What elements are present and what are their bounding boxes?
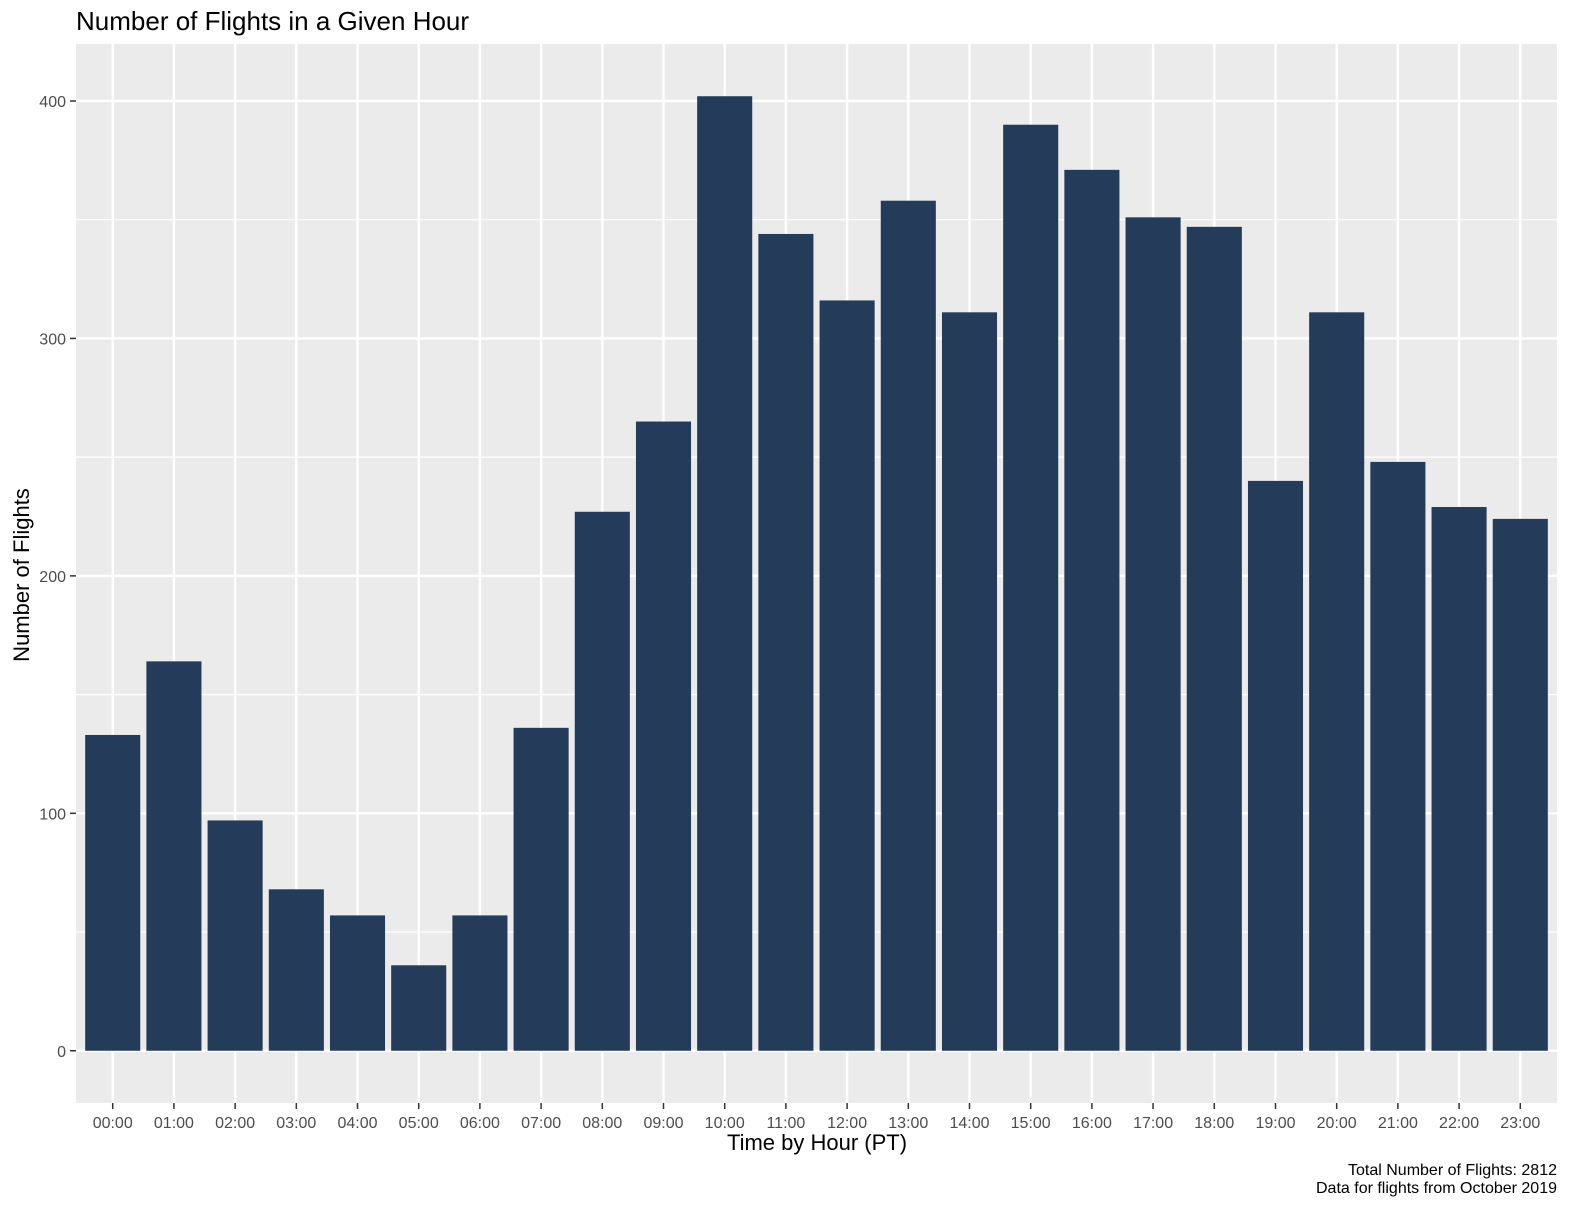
- x-axis-title: Time by Hour (PT): [726, 1130, 908, 1155]
- bar-2200: [1431, 507, 1487, 1051]
- x-tick-label: 11:00: [766, 1115, 805, 1132]
- x-tick-label: 01:00: [154, 1115, 194, 1132]
- x-tick-label: 21:00: [1378, 1115, 1418, 1132]
- y-axis-title: Number of Flights: [9, 488, 34, 662]
- caption-total-flights: Total Number of Flights: 2812: [1348, 1162, 1557, 1179]
- bar-1700: [1125, 217, 1181, 1051]
- x-tick-label: 04:00: [337, 1115, 377, 1132]
- chart-title: Number of Flights in a Given Hour: [76, 6, 470, 36]
- bar-1800: [1186, 226, 1242, 1051]
- x-tick-label: 14:00: [949, 1115, 989, 1132]
- x-tick-label: 12:00: [827, 1115, 867, 1132]
- bar-1600: [1064, 169, 1120, 1051]
- y-tick-label: 100: [39, 806, 66, 823]
- bar-1000: [697, 96, 753, 1051]
- bar-0400: [329, 915, 386, 1051]
- bar-1400: [941, 312, 998, 1051]
- bar-0000: [85, 734, 141, 1051]
- x-axis-ticks: 00:00 01:00 02:00 03:00 04:00 05:00 06:00 07:00…: [93, 1103, 1540, 1132]
- x-tick-label: 22:00: [1439, 1115, 1479, 1132]
- y-tick-label: 300: [39, 331, 66, 348]
- x-tick-label: 06:00: [460, 1115, 500, 1132]
- x-tick-label: 23:00: [1500, 1115, 1540, 1132]
- x-tick-label: 10:00: [705, 1115, 745, 1132]
- bar-0600: [452, 915, 508, 1051]
- bar-1900: [1247, 480, 1304, 1051]
- bar-0800: [574, 511, 630, 1051]
- bar-0700: [513, 727, 569, 1051]
- bar-1500: [1003, 124, 1059, 1051]
- x-tick-label: 09:00: [643, 1115, 683, 1132]
- chart-caption: Total Number of Flights: 2812 Data for f…: [1316, 1162, 1557, 1198]
- y-axis-ticks: 0 100 200 300 400: [39, 94, 76, 1061]
- x-tick-label: 16:00: [1072, 1115, 1112, 1132]
- bar-0100: [146, 661, 202, 1051]
- x-tick-label: 19:00: [1255, 1115, 1295, 1132]
- y-tick-label: 0: [57, 1044, 66, 1061]
- bar-2300: [1492, 518, 1548, 1051]
- y-tick-label: 200: [39, 569, 66, 586]
- bar-1200: [819, 300, 875, 1051]
- x-tick-label: 03:00: [276, 1115, 316, 1132]
- x-tick-label: 00:00: [93, 1115, 133, 1132]
- x-tick-label: 15:00: [1011, 1115, 1051, 1132]
- x-tick-label: 07:00: [521, 1115, 561, 1132]
- x-tick-label: 05:00: [399, 1115, 439, 1132]
- bar-0900: [635, 421, 692, 1051]
- bar-0300: [268, 889, 324, 1051]
- x-tick-label: 20:00: [1317, 1115, 1357, 1132]
- x-tick-label: 08:00: [582, 1115, 622, 1132]
- x-tick-label: 13:00: [888, 1115, 928, 1132]
- x-tick-label: 18:00: [1194, 1115, 1234, 1132]
- bar-0200: [207, 820, 263, 1051]
- bar-1100: [758, 233, 814, 1051]
- bar-1300: [880, 200, 936, 1051]
- bar-0500: [391, 965, 447, 1051]
- x-tick-label: 02:00: [215, 1115, 255, 1132]
- y-tick-label: 400: [39, 94, 66, 111]
- caption-data-period: Data for flights from October 2019: [1316, 1180, 1557, 1197]
- bar-2000: [1309, 312, 1365, 1051]
- bar-2100: [1370, 461, 1426, 1051]
- x-tick-label: 17:00: [1133, 1115, 1173, 1132]
- bars-group: [85, 96, 1548, 1051]
